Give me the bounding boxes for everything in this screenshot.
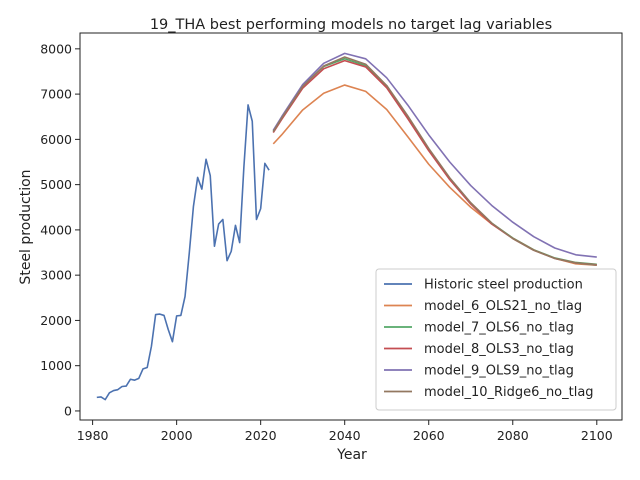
y-tick-label: 3000: [40, 268, 72, 283]
y-tick-label: 5000: [40, 177, 72, 192]
x-tick-label: 2080: [497, 428, 529, 443]
x-tick-label: 2100: [581, 428, 613, 443]
legend-label: model_7_OLS6_no_tlag: [424, 321, 574, 336]
legend-label: model_9_OLS9_no_tlag: [424, 364, 574, 379]
x-axis-label: Year: [336, 447, 367, 463]
x-axis-ticks: 1980 2000 2020 2040 2060 2080 2100: [77, 420, 613, 443]
y-tick-label: 0: [64, 403, 72, 418]
legend: Historic steel production model_6_OLS21_n…: [375, 268, 617, 411]
series-layer: [96, 52, 597, 401]
x-tick-label: 2020: [245, 428, 277, 443]
y-axis-ticks: 0 1000 2000 3000 4000 5000 6000 7000 8000: [40, 41, 80, 418]
y-tick-label: 1000: [40, 358, 72, 373]
legend-items: Historic steel production model_6_OLS21_n…: [384, 278, 594, 400]
y-tick-label: 4000: [40, 222, 72, 237]
legend-box: [375, 268, 617, 411]
legend-label: model_10_Ridge6_no_tlag: [424, 385, 594, 400]
y-tick-label: 6000: [40, 132, 72, 147]
y-tick-label: 2000: [40, 313, 72, 328]
series-line-4: [272, 52, 597, 258]
series-line-0: [96, 104, 270, 401]
x-tick-label: 2040: [329, 428, 361, 443]
x-tick-label: 2060: [413, 428, 445, 443]
plot-area-frame: [79, 32, 623, 421]
y-tick-label: 7000: [40, 87, 72, 102]
x-tick-label: 2000: [161, 428, 193, 443]
legend-label: model_6_OLS21_no_tlag: [424, 299, 582, 314]
legend-label: Historic steel production: [424, 278, 583, 293]
legend-label: model_8_OLS3_no_tlag: [424, 342, 574, 357]
series-line-5: [272, 56, 597, 266]
chart-title: 19_THA best performing models no target …: [150, 17, 552, 33]
y-tick-label: 8000: [40, 41, 72, 56]
y-axis-label: Steel production: [18, 169, 34, 284]
x-tick-label: 1980: [77, 428, 109, 443]
